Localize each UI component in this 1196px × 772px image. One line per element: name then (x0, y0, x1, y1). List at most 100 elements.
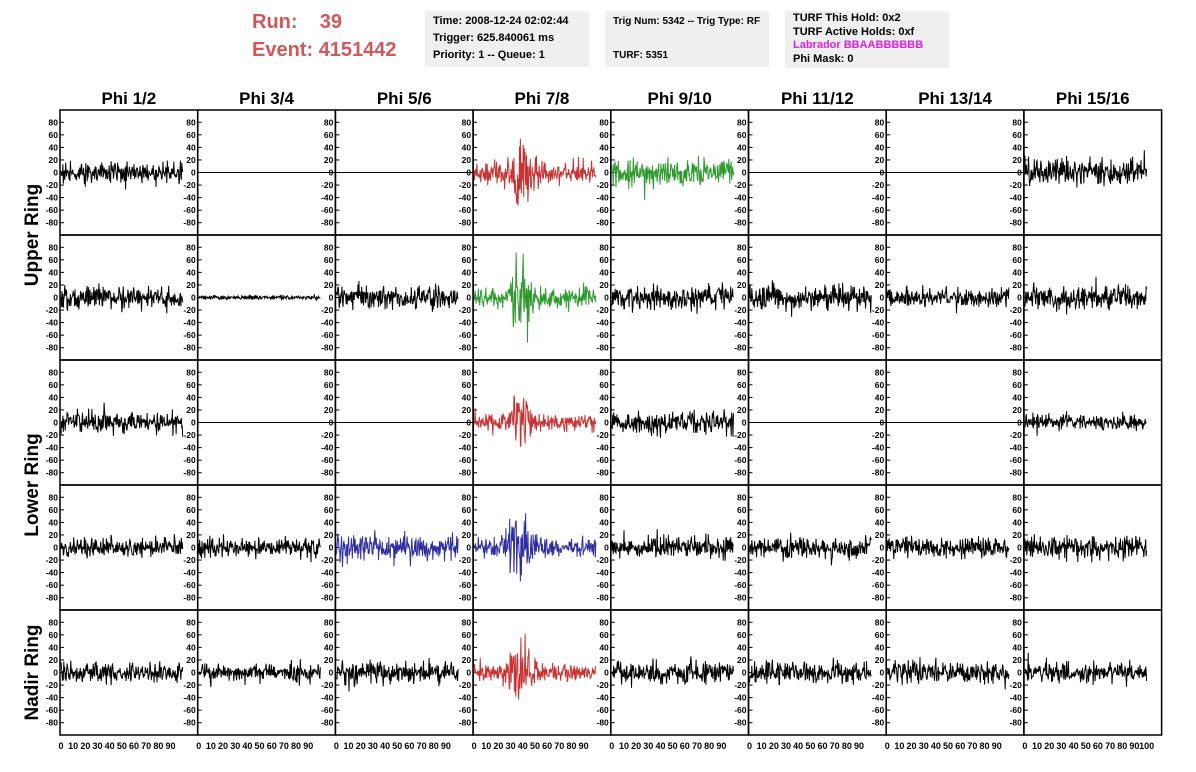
x-tick-label: 10 (1032, 741, 1042, 751)
column-header: Phi 7/8 (515, 89, 570, 108)
waveform-panel: 80 60 40 20 0 -20 -40 -60 -80 (321, 359, 474, 486)
y-tick-label: 60 (49, 130, 59, 140)
waveform-trace (611, 409, 734, 438)
column-header: Phi 9/10 (648, 89, 712, 108)
y-tick-label: -60 (321, 580, 334, 590)
y-tick-label: 80 (1012, 367, 1022, 377)
x-tick-label: 40 (518, 741, 528, 751)
y-tick-label: 60 (737, 630, 747, 640)
y-tick-label: -80 (46, 718, 59, 728)
x-tick-label: 50 (530, 741, 540, 751)
x-tick-label: 80 (291, 741, 301, 751)
turf-text: TURF: 5351 (613, 50, 669, 61)
y-tick-label: -20 (46, 680, 59, 690)
y-tick-label: -60 (46, 455, 59, 465)
y-tick-label: -20 (321, 555, 334, 565)
y-tick-label: 40 (875, 642, 885, 652)
y-tick-label: 20 (49, 155, 59, 165)
y-tick-label: 80 (49, 617, 59, 627)
x-tick-label: 90 (854, 741, 864, 751)
y-tick-label: 20 (1012, 655, 1022, 665)
y-tick-label: -40 (597, 318, 610, 328)
y-tick-label: -20 (321, 430, 334, 440)
y-tick-label: -80 (597, 593, 610, 603)
x-tick-label: 40 (242, 741, 252, 751)
y-tick-label: -80 (321, 718, 334, 728)
y-tick-label: 40 (599, 142, 609, 152)
y-tick-label: 20 (186, 405, 196, 415)
waveform-trace (886, 535, 1010, 560)
waveform-panel: 80 60 40 20 0 -20 -40 -60 -80 (321, 609, 474, 736)
x-tick-label: 50 (805, 741, 815, 751)
y-tick-label: 0 (466, 293, 471, 303)
y-tick-label: -20 (459, 555, 472, 565)
waveform-panel: 80 60 40 20 0 -20 -40 -60 -80 (872, 109, 1025, 236)
waveform-panel: 80 60 40 20 0 -20 -40 -60 -80 (1010, 484, 1163, 611)
x-tick-label: 80 (153, 741, 163, 751)
y-tick-label: 80 (599, 117, 609, 127)
x-tick-label: 10 (344, 741, 354, 751)
y-tick-label: 0 (466, 418, 471, 428)
x-tick-label: 40 (1069, 741, 1079, 751)
y-tick-label: 40 (737, 392, 747, 402)
x-tick-label: 80 (704, 741, 714, 751)
y-tick-label: 60 (737, 130, 747, 140)
waveform-trace (335, 529, 459, 567)
y-tick-label: 40 (875, 392, 885, 402)
waveform-panel: 80 60 40 20 0 -20 -40 -60 -80 (459, 234, 612, 361)
x-tick-label: 20 (631, 741, 641, 751)
y-tick-label: 40 (599, 267, 609, 277)
waveform-trace (749, 280, 872, 317)
y-tick-label: 20 (462, 530, 472, 540)
y-tick-label: -80 (872, 218, 885, 228)
y-tick-label: -40 (321, 693, 334, 703)
y-tick-label: -60 (46, 580, 59, 590)
y-tick-label: 20 (49, 280, 59, 290)
y-tick-label: 80 (324, 492, 334, 502)
y-tick-label: 40 (737, 642, 747, 652)
y-tick-label: 60 (462, 505, 472, 515)
y-tick-label: 80 (599, 367, 609, 377)
y-tick-label: -60 (597, 580, 610, 590)
x-tick-label: 50 (943, 741, 953, 751)
y-tick-label: -80 (1010, 593, 1023, 603)
y-tick-label: 60 (737, 380, 747, 390)
y-tick-label: -60 (1010, 580, 1023, 590)
y-tick-label: 20 (737, 155, 747, 165)
y-tick-label: 60 (599, 630, 609, 640)
y-tick-label: -20 (872, 555, 885, 565)
y-tick-label: -20 (183, 430, 196, 440)
y-tick-label: -40 (321, 318, 334, 328)
y-tick-label: -40 (597, 193, 610, 203)
y-tick-label: 20 (462, 155, 472, 165)
y-tick-label: 40 (49, 267, 59, 277)
y-tick-label: 0 (742, 293, 747, 303)
x-tick-label: 70 (417, 741, 427, 751)
y-tick-label: -80 (321, 593, 334, 603)
waveform-panel: 80 60 40 20 0 -20 -40 -60 -80 (1010, 109, 1163, 236)
y-tick-label: 60 (1012, 130, 1022, 140)
y-tick-label: 60 (462, 630, 472, 640)
y-tick-label: -20 (459, 680, 472, 690)
x-tick-label: 60 (680, 741, 690, 751)
y-tick-label: 80 (324, 242, 334, 252)
waveform-panel: 80 60 40 20 0 -20 -40 -60 -80 (872, 359, 1025, 486)
y-tick-label: 0 (1017, 543, 1022, 553)
y-tick-label: 80 (49, 242, 59, 252)
y-tick-label: -80 (872, 468, 885, 478)
y-tick-label: 40 (875, 267, 885, 277)
y-tick-label: 20 (462, 405, 472, 415)
y-tick-label: -40 (321, 193, 334, 203)
waveform-trace (1024, 411, 1147, 436)
y-tick-label: -60 (321, 455, 334, 465)
y-tick-label: -80 (872, 343, 885, 353)
y-tick-label: 20 (1012, 280, 1022, 290)
trig-num-text: Trig Num: 5342 -- Trig Type: RF (613, 16, 761, 27)
y-tick-label: 0 (604, 168, 609, 178)
y-tick-label: 60 (1012, 505, 1022, 515)
y-tick-label: -60 (1010, 205, 1023, 215)
y-tick-label: -80 (1010, 218, 1023, 228)
x-tick-label: 10 (68, 741, 78, 751)
x-tick-label: 10 (619, 741, 629, 751)
waveform-trace (60, 402, 184, 437)
